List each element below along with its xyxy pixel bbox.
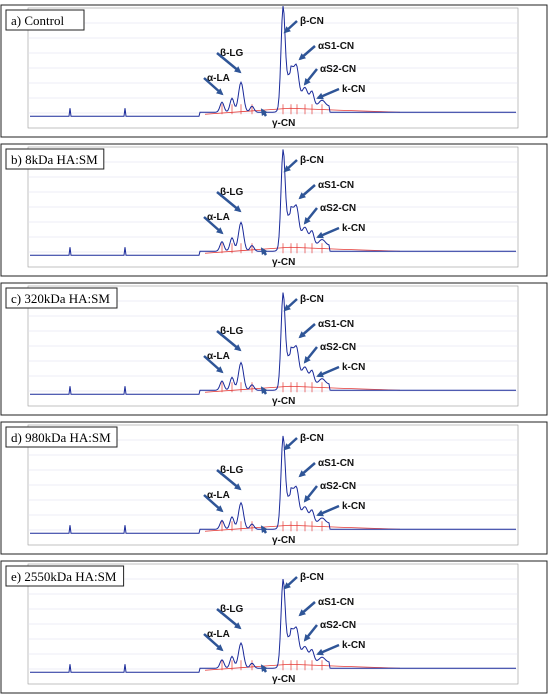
arrow-head bbox=[298, 609, 306, 617]
arrow-head bbox=[283, 443, 291, 451]
peak-label: αS2-CN bbox=[320, 203, 356, 214]
arrow-head bbox=[298, 192, 306, 200]
arrow-head bbox=[316, 231, 324, 239]
peak-label: αS2-CN bbox=[320, 342, 356, 353]
arrow-head bbox=[303, 217, 311, 225]
chromatogram-trace bbox=[30, 149, 516, 256]
peak-label: αS2-CN bbox=[320, 64, 356, 75]
baseline-fit bbox=[204, 107, 401, 115]
chromatogram-trace bbox=[30, 435, 516, 534]
arrow-head bbox=[303, 495, 311, 503]
arrow-head bbox=[234, 66, 242, 74]
peak-label: αS1-CN bbox=[318, 458, 354, 469]
arrow-head bbox=[283, 304, 291, 312]
arrow-head bbox=[303, 356, 311, 364]
arrow-head bbox=[316, 509, 324, 517]
panel: e) 2550kDa HA:SM α-LA β-LG γ-CN β-CN αS1-CN αS… bbox=[0, 560, 548, 694]
arrow-head bbox=[283, 26, 291, 34]
peak-label: β-LG bbox=[220, 465, 244, 476]
peak-label: γ-CN bbox=[272, 257, 295, 268]
arrow-head bbox=[216, 88, 224, 96]
arrow-head bbox=[283, 165, 291, 173]
title-box bbox=[5, 148, 105, 170]
arrow-head bbox=[260, 108, 268, 116]
panel-frame bbox=[0, 4, 548, 138]
peak-label: β-CN bbox=[300, 572, 324, 583]
arrow-head bbox=[316, 648, 324, 656]
panel-title: c) 320kDa HA:SM bbox=[11, 291, 110, 306]
arrow-head bbox=[216, 644, 224, 652]
arrow-head bbox=[260, 247, 268, 255]
peak-label: γ-CN bbox=[272, 535, 295, 546]
peak-label: γ-CN bbox=[272, 674, 295, 685]
peak-label: αS1-CN bbox=[318, 180, 354, 191]
arrow-head bbox=[234, 483, 242, 491]
arrow-head bbox=[283, 582, 291, 590]
arrow-head bbox=[216, 505, 224, 513]
peak-label: k-CN bbox=[342, 640, 365, 651]
peak-label: β-CN bbox=[300, 294, 324, 305]
chromatogram-trace bbox=[30, 579, 516, 673]
arrow-head bbox=[316, 92, 324, 100]
panel-title: e) 2550kDa HA:SM bbox=[11, 569, 117, 584]
arrow-head bbox=[260, 664, 268, 672]
peak-label: αS2-CN bbox=[320, 481, 356, 492]
arrow-head bbox=[234, 205, 242, 213]
peak-label: β-LG bbox=[220, 48, 244, 59]
peak-label: αS2-CN bbox=[320, 620, 356, 631]
title-box bbox=[5, 287, 118, 309]
peak-label: α-LA bbox=[207, 629, 230, 640]
peak-label: α-LA bbox=[207, 351, 230, 362]
baseline-fit bbox=[204, 385, 401, 393]
peak-label: k-CN bbox=[342, 501, 365, 512]
panel-title: d) 980kDa HA:SM bbox=[11, 430, 111, 445]
peak-label: β-LG bbox=[220, 604, 244, 615]
arrow-head bbox=[260, 386, 268, 394]
peak-label: α-LA bbox=[207, 490, 230, 501]
title-box bbox=[5, 9, 85, 31]
title-box bbox=[5, 565, 125, 587]
baseline-fit bbox=[204, 246, 401, 254]
panel-title: b) 8kDa HA:SM bbox=[11, 152, 98, 167]
chromatogram-trace bbox=[30, 6, 516, 117]
peak-label: αS1-CN bbox=[318, 41, 354, 52]
arrow-head bbox=[303, 78, 311, 86]
peak-label: αS1-CN bbox=[318, 319, 354, 330]
arrow-head bbox=[260, 525, 268, 533]
title-box bbox=[5, 426, 118, 448]
chromatogram-trace bbox=[30, 292, 516, 395]
panel: a) Control α-LA β-LG γ-CN β-CN αS1-CN αS2-CN k-… bbox=[0, 4, 548, 138]
arrow-head bbox=[216, 366, 224, 374]
arrow-head bbox=[298, 470, 306, 478]
peak-label: β-LG bbox=[220, 326, 244, 337]
peak-label: β-CN bbox=[300, 433, 324, 444]
arrow-head bbox=[316, 370, 324, 378]
peak-label: α-LA bbox=[207, 73, 230, 84]
arrow-head bbox=[216, 227, 224, 235]
arrow-head bbox=[234, 344, 242, 352]
arrow-head bbox=[298, 53, 306, 61]
peak-label: β-LG bbox=[220, 187, 244, 198]
panel-title: a) Control bbox=[11, 13, 64, 28]
peak-label: β-CN bbox=[300, 16, 324, 27]
peak-label: k-CN bbox=[342, 362, 365, 373]
panel: c) 320kDa HA:SM α-LA β-LG γ-CN β-CN αS1-CN αS2… bbox=[0, 282, 548, 416]
peak-label: k-CN bbox=[342, 84, 365, 95]
peak-label: γ-CN bbox=[272, 118, 295, 129]
arrow-head bbox=[298, 331, 306, 339]
peak-label: γ-CN bbox=[272, 396, 295, 407]
panel: d) 980kDa HA:SM α-LA β-LG γ-CN β-CN αS1-CN αS2… bbox=[0, 421, 548, 555]
peak-label: β-CN bbox=[300, 155, 324, 166]
peak-label: α-LA bbox=[207, 212, 230, 223]
peak-label: k-CN bbox=[342, 223, 365, 234]
arrow-head bbox=[303, 634, 311, 642]
arrow-head bbox=[234, 622, 242, 630]
panel: b) 8kDa HA:SM α-LA β-LG γ-CN β-CN αS1-CN αS2-C… bbox=[0, 143, 548, 277]
peak-label: αS1-CN bbox=[318, 597, 354, 608]
